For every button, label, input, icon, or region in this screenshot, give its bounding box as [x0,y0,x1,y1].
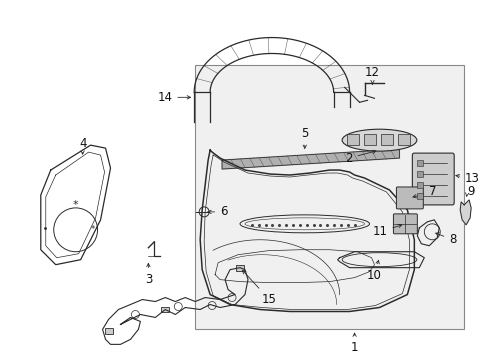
Text: 2: 2 [345,150,376,165]
Polygon shape [222,149,399,169]
Bar [104,328,113,334]
Text: 11: 11 [372,224,402,238]
Bar [161,306,169,312]
FancyBboxPatch shape [396,187,423,209]
Text: 8: 8 [436,233,457,246]
Text: 1: 1 [351,333,358,354]
Text: 10: 10 [367,260,382,282]
Text: *: * [73,200,78,210]
Text: 3: 3 [145,264,152,286]
Bar [398,134,410,145]
Text: 15: 15 [243,270,277,306]
FancyBboxPatch shape [393,214,417,234]
FancyBboxPatch shape [413,153,454,205]
Ellipse shape [342,129,417,151]
Text: 6: 6 [208,205,227,219]
Text: 9: 9 [467,185,475,198]
Bar [417,193,423,199]
Bar [364,134,376,145]
Bar [346,134,359,145]
Bar [236,265,244,271]
Bar [417,171,423,177]
Bar [417,182,423,188]
Text: 5: 5 [301,127,309,148]
Text: 13: 13 [456,171,480,185]
Bar [417,160,423,166]
Text: 12: 12 [365,66,380,85]
Text: *: * [91,225,95,234]
Text: 7: 7 [413,185,437,198]
Polygon shape [460,200,471,225]
Text: 4: 4 [79,137,86,154]
Bar [195,66,464,329]
Text: 14: 14 [157,91,191,104]
Bar [381,134,393,145]
